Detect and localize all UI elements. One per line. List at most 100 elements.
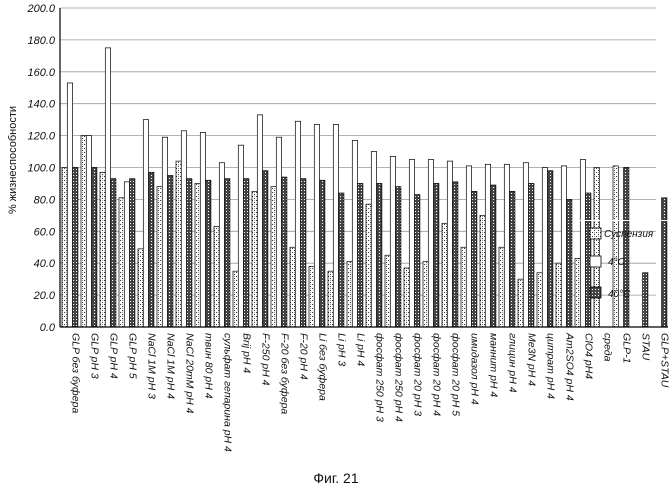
category-label: фосфат 20 pH 4 — [431, 333, 443, 416]
bar-suspension — [556, 263, 561, 327]
y-tick-label: 40.0 — [34, 258, 56, 270]
bar-40c — [111, 179, 116, 327]
category-label: Li pH 4 — [355, 333, 367, 366]
bar-40c — [282, 177, 287, 327]
bar-4c — [200, 132, 205, 327]
bar-40c — [130, 179, 135, 327]
bar-4c — [333, 124, 338, 327]
bar-suspension — [518, 279, 523, 327]
bar-suspension — [385, 255, 390, 327]
legend-swatch-4c — [590, 256, 601, 267]
bar-suspension — [233, 271, 238, 327]
category-label: GLP+STAU — [659, 333, 671, 388]
y-tick-label: 80.0 — [34, 194, 56, 206]
bar-40c — [624, 168, 629, 328]
bar-4c — [561, 166, 566, 327]
y-tick-labels: 0.020.040.060.080.0100.0120.0140.0160.01… — [26, 3, 55, 334]
bar-4c — [485, 164, 490, 327]
legend-label-40c: 40°C — [608, 289, 631, 300]
bar-40c — [491, 185, 496, 327]
bar-4c — [390, 156, 395, 327]
category-label: фосфат 20 pH 5 — [450, 333, 462, 416]
bars — [62, 48, 667, 327]
category-label: GLP без буфера — [70, 333, 82, 413]
category-label: цитрат pH 4 — [545, 333, 557, 399]
category-label: имидазол pH 4 — [469, 333, 481, 405]
bar-suspension — [594, 168, 599, 328]
bar-4c — [238, 145, 243, 327]
bar-suspension — [575, 258, 580, 327]
bar-4c — [143, 120, 148, 327]
bar-40c — [339, 193, 344, 327]
category-label: F-20 pH 4 — [298, 333, 310, 380]
bar-suspension — [214, 227, 219, 327]
y-tick-label: 60.0 — [34, 226, 56, 238]
bar-4c — [504, 164, 509, 327]
bar-40c — [168, 175, 173, 327]
bar-4c — [105, 48, 110, 327]
bar-suspension — [119, 198, 124, 327]
bar-40c — [263, 171, 268, 327]
y-tick-label: 120.0 — [27, 131, 55, 143]
bar-40c — [358, 183, 363, 327]
bar-4c — [371, 152, 376, 327]
category-label: GLP-1 — [621, 333, 633, 363]
bar-40c — [567, 199, 572, 327]
bar-4c — [162, 137, 167, 327]
category-label: фосфат 20 pH 3 — [412, 333, 424, 416]
bar-suspension — [309, 266, 314, 327]
figure-caption: Фиг. 21 — [0, 470, 672, 486]
bar-suspension — [442, 223, 447, 327]
category-label: GLP pH 3 — [89, 333, 101, 379]
legend-swatch-40c — [590, 287, 601, 298]
bar-suspension — [157, 187, 162, 327]
category-label: F-20 без буфера — [279, 333, 291, 414]
bar-40c — [396, 187, 401, 327]
bar-4c — [428, 160, 433, 327]
y-tick-label: 100.0 — [27, 163, 55, 175]
bar-40c — [662, 198, 667, 327]
bar-40c — [548, 171, 553, 327]
bar-40c — [225, 179, 230, 327]
bar-4c — [181, 131, 186, 327]
category-label: Li без буфера — [317, 333, 329, 401]
y-tick-label: 180.0 — [27, 35, 55, 47]
bar-40c — [73, 168, 78, 328]
bar-4c — [466, 166, 471, 327]
legend-label-4c: 4°C — [608, 257, 626, 268]
category-label: NaCl 1M pH 4 — [165, 333, 177, 399]
bar-suspension — [499, 247, 504, 327]
bar-40c — [643, 273, 648, 327]
category-label: NaCl 1M pH 3 — [146, 333, 158, 399]
bar-4c — [523, 163, 528, 327]
category-label: глицин pH 4 — [507, 333, 519, 393]
bar-suspension — [613, 166, 618, 327]
bar-suspension — [81, 136, 86, 327]
bar-40c — [206, 180, 211, 327]
bar-40c — [301, 179, 306, 327]
bar-4c — [257, 115, 262, 327]
bar-suspension — [100, 172, 105, 327]
category-label: Brij pH 4 — [241, 333, 253, 373]
bar-4c — [86, 136, 91, 327]
category-label: маннит pH 4 — [488, 333, 500, 397]
category-label: GLP pH 4 — [108, 333, 120, 379]
category-label: F-250 pH 4 — [260, 333, 272, 386]
y-tick-label: 20.0 — [33, 290, 56, 302]
category-label: ClO4 pH4 — [583, 333, 595, 379]
y-tick-label: 160.0 — [27, 67, 55, 79]
bar-4c — [542, 168, 547, 328]
category-label: STAU — [640, 333, 652, 361]
bar-40c — [472, 191, 477, 327]
bar-40c — [415, 195, 420, 327]
bar-4c — [447, 161, 452, 327]
category-label: NaCl 20mM pH 4 — [184, 333, 196, 414]
bar-suspension — [347, 262, 352, 327]
bar-suspension — [195, 183, 200, 327]
y-tick-label: 0.0 — [40, 322, 56, 334]
legend-swatch-suspension — [590, 228, 601, 239]
bar-40c — [529, 183, 534, 327]
bar-40c — [320, 180, 325, 327]
category-label: Me3N pH 4 — [526, 333, 538, 386]
bar-40c — [187, 179, 192, 327]
